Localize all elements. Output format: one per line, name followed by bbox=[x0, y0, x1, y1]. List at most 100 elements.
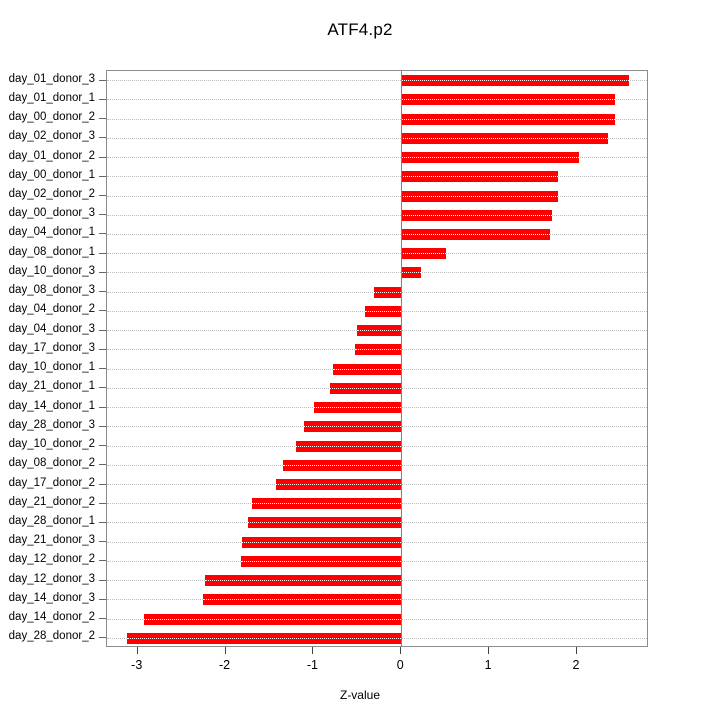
bar[interactable] bbox=[401, 190, 558, 202]
bar[interactable] bbox=[240, 555, 402, 567]
y-axis-label: day_28_donor_3 bbox=[8, 418, 95, 431]
y-axis-tick bbox=[99, 291, 106, 293]
bar[interactable] bbox=[295, 440, 402, 452]
x-axis-tick-label: -1 bbox=[306, 658, 318, 672]
bar-gridline-overlay bbox=[240, 560, 402, 563]
bar[interactable] bbox=[205, 575, 402, 587]
bar[interactable] bbox=[401, 75, 629, 87]
bar[interactable] bbox=[247, 517, 402, 529]
y-axis-tick bbox=[99, 252, 106, 254]
bar-gridline-overlay bbox=[357, 330, 402, 332]
bar[interactable] bbox=[374, 286, 402, 298]
y-axis-tick bbox=[99, 579, 106, 581]
gridline bbox=[107, 137, 647, 140]
y-axis-tick bbox=[99, 598, 106, 600]
y-axis-label: day_14_donor_1 bbox=[8, 399, 95, 412]
x-axis-tick bbox=[400, 647, 402, 654]
bar-gridline-overlay bbox=[401, 195, 558, 198]
y-axis-label: day_10_donor_2 bbox=[8, 438, 95, 451]
bar[interactable] bbox=[401, 113, 615, 125]
bar-gridline-overlay bbox=[332, 368, 402, 371]
bar[interactable] bbox=[401, 171, 558, 183]
y-axis-tick bbox=[99, 483, 106, 485]
bar[interactable] bbox=[365, 305, 402, 317]
x-axis-tick bbox=[575, 647, 577, 654]
x-axis-tick-label: 2 bbox=[572, 658, 580, 672]
y-axis-label: day_00_donor_3 bbox=[8, 207, 95, 220]
bar[interactable] bbox=[202, 594, 402, 606]
bar[interactable] bbox=[357, 325, 402, 337]
y-axis-tick bbox=[99, 425, 106, 427]
bar[interactable] bbox=[127, 632, 402, 644]
bar[interactable] bbox=[282, 459, 402, 471]
bar[interactable] bbox=[354, 344, 402, 356]
bar-gridline-overlay bbox=[314, 407, 402, 409]
y-axis-label: day_04_donor_2 bbox=[8, 303, 95, 316]
y-axis-label: day_12_donor_2 bbox=[8, 553, 95, 566]
y-axis-label: day_14_donor_3 bbox=[8, 591, 95, 604]
x-axis-tick-label: -3 bbox=[131, 658, 143, 672]
gridline bbox=[107, 253, 647, 255]
gridline bbox=[107, 272, 647, 274]
y-axis-tick bbox=[99, 329, 106, 331]
x-axis-tick bbox=[488, 647, 490, 654]
y-axis-tick bbox=[99, 637, 106, 639]
bar[interactable] bbox=[401, 94, 615, 106]
plot-inner bbox=[107, 71, 647, 646]
y-axis-tick bbox=[99, 156, 106, 158]
y-axis-label: day_17_donor_3 bbox=[8, 341, 95, 354]
bar[interactable] bbox=[275, 479, 402, 491]
bar-gridline-overlay bbox=[401, 80, 629, 82]
y-axis-label: day_14_donor_2 bbox=[8, 611, 95, 624]
y-axis-tick bbox=[99, 98, 106, 100]
bar[interactable] bbox=[330, 382, 402, 394]
y-axis-tick bbox=[99, 195, 106, 197]
bar[interactable] bbox=[332, 363, 402, 375]
y-axis-tick bbox=[99, 521, 106, 523]
bar-gridline-overlay bbox=[251, 503, 402, 505]
zero-reference-line bbox=[401, 71, 403, 646]
bar-gridline-overlay bbox=[303, 426, 402, 428]
y-axis-tick bbox=[99, 445, 106, 447]
bar-gridline-overlay bbox=[401, 272, 422, 274]
y-axis-tick bbox=[99, 618, 106, 620]
bar[interactable] bbox=[314, 402, 402, 414]
y-axis-tick bbox=[99, 560, 106, 562]
y-axis-label: day_10_donor_3 bbox=[8, 264, 95, 277]
bar[interactable] bbox=[242, 536, 402, 548]
bar[interactable] bbox=[251, 498, 402, 510]
x-axis-tick-label: -2 bbox=[219, 658, 231, 672]
bar[interactable] bbox=[401, 152, 579, 164]
bar[interactable] bbox=[401, 248, 447, 260]
x-axis-tick-label: 1 bbox=[484, 658, 492, 672]
bar[interactable] bbox=[143, 613, 402, 625]
bar[interactable] bbox=[401, 209, 553, 221]
bar-gridline-overlay bbox=[143, 618, 402, 621]
y-axis-tick bbox=[99, 137, 106, 139]
bar[interactable] bbox=[401, 132, 608, 144]
y-axis-label: day_17_donor_2 bbox=[8, 476, 95, 489]
y-axis-label: day_04_donor_1 bbox=[8, 226, 95, 239]
bar-gridline-overlay bbox=[401, 233, 550, 236]
y-axis-tick bbox=[99, 118, 106, 120]
y-axis-label: day_00_donor_1 bbox=[8, 168, 95, 181]
bar[interactable] bbox=[401, 267, 422, 279]
y-axis-tick bbox=[99, 464, 106, 466]
y-axis-tick bbox=[99, 368, 106, 370]
y-axis-tick bbox=[99, 502, 106, 504]
bar[interactable] bbox=[303, 421, 402, 433]
y-axis-label: day_01_donor_3 bbox=[8, 72, 95, 85]
x-axis-tick bbox=[224, 647, 226, 654]
bar[interactable] bbox=[401, 228, 550, 240]
y-axis-label: day_08_donor_1 bbox=[8, 245, 95, 258]
x-axis-tick bbox=[312, 647, 314, 654]
y-axis-tick bbox=[99, 406, 106, 408]
y-axis-label: day_00_donor_2 bbox=[8, 111, 95, 124]
bar-gridline-overlay bbox=[295, 445, 402, 448]
y-axis-label: day_12_donor_3 bbox=[8, 572, 95, 585]
gridline bbox=[107, 176, 647, 178]
y-axis-label: day_02_donor_3 bbox=[8, 130, 95, 143]
y-axis-label: day_08_donor_3 bbox=[8, 284, 95, 297]
bar-gridline-overlay bbox=[401, 157, 579, 159]
